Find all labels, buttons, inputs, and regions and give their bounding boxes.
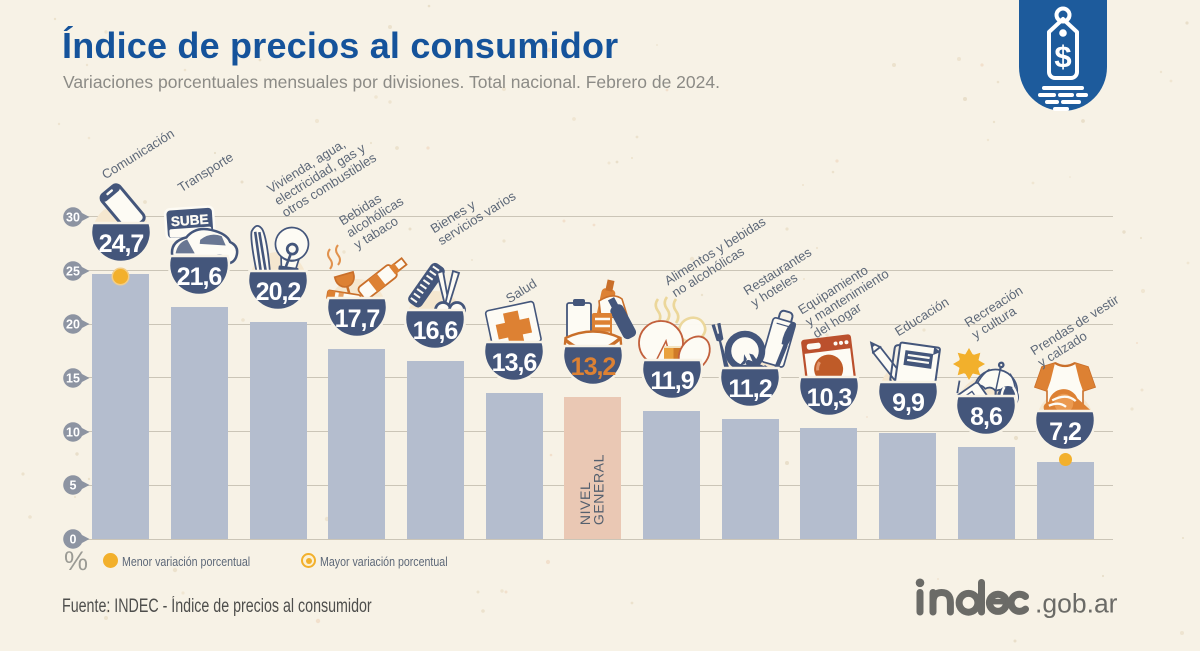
svg-text:20,2: 20,2 — [256, 278, 301, 306]
svg-text:8,6: 8,6 — [970, 403, 1002, 431]
svg-text:$: $ — [1054, 39, 1071, 74]
svg-text:15: 15 — [66, 371, 80, 385]
svg-text:.gob.ar: .gob.ar — [1035, 589, 1118, 619]
svg-text:16,6: 16,6 — [413, 317, 458, 345]
svg-text:SUBE: SUBE — [171, 212, 209, 230]
svg-text:20: 20 — [66, 317, 80, 331]
svg-text:10: 10 — [66, 425, 80, 439]
svg-text:7,2: 7,2 — [1049, 418, 1081, 446]
svg-text:11,9: 11,9 — [650, 367, 693, 395]
svg-text:21,6: 21,6 — [177, 263, 222, 291]
svg-text:5: 5 — [70, 479, 77, 493]
svg-text:0: 0 — [70, 532, 77, 546]
svg-text:13,2: 13,2 — [570, 353, 615, 381]
svg-text:25: 25 — [66, 264, 80, 278]
svg-text:30: 30 — [66, 210, 80, 224]
svg-text:9,9: 9,9 — [892, 389, 924, 417]
svg-text:11,2: 11,2 — [729, 375, 772, 403]
svg-text:10,3: 10,3 — [807, 384, 852, 412]
svg-text:24,7: 24,7 — [98, 230, 143, 258]
svg-text:13,6: 13,6 — [492, 349, 537, 377]
svg-text:17,7: 17,7 — [334, 305, 379, 333]
